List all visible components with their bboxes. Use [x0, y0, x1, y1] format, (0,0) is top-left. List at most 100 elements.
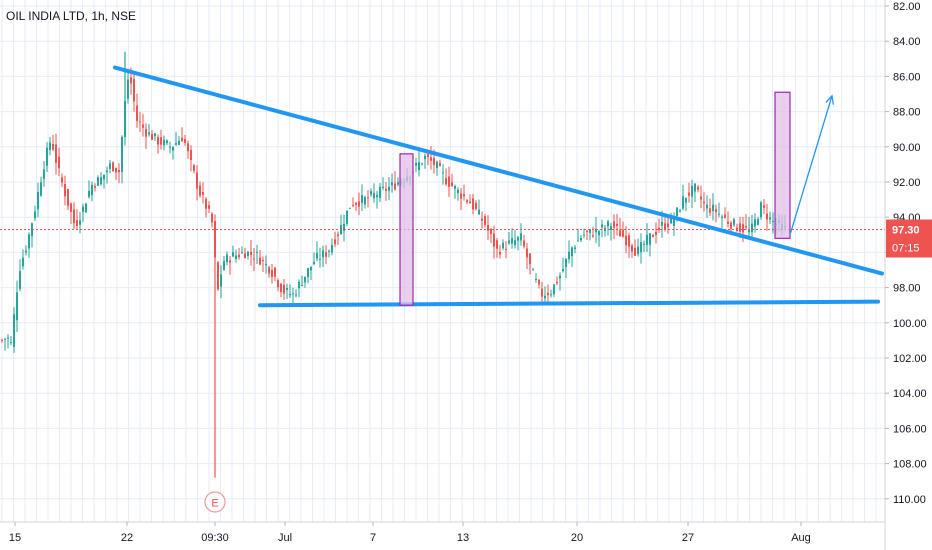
candle-body-up: [454, 186, 456, 189]
candle-body-down: [745, 226, 747, 228]
earnings-marker[interactable]: E: [204, 491, 226, 513]
candle-body-down: [730, 222, 732, 229]
candle-body-up: [424, 155, 426, 160]
candle-body-down: [238, 254, 240, 258]
candle-body-down: [55, 144, 57, 163]
candle-body-down: [142, 124, 144, 128]
candle-body-up: [661, 221, 663, 226]
candle-body-up: [91, 184, 93, 196]
earnings-letter: E: [211, 498, 218, 510]
price-tick-label: 98.00: [893, 283, 921, 295]
candle-body-down: [325, 252, 327, 257]
candle-body-up: [364, 197, 366, 205]
candle-body-down: [76, 220, 78, 226]
candle-body-up: [562, 268, 564, 272]
candle-body-up: [109, 163, 111, 169]
candle-body-down: [337, 234, 339, 237]
candle-body-up: [346, 210, 348, 224]
candle-body-up: [598, 231, 600, 236]
candle-body-up: [754, 219, 756, 227]
candle-body-up: [532, 269, 534, 271]
candle-body-up: [163, 139, 165, 146]
time-axis[interactable]: 15 22 09:30 Jul 7 13 20 27 Aug: [9, 522, 811, 544]
candle-body-up: [10, 342, 12, 344]
time-tick-label: Aug: [791, 532, 811, 544]
candle-body-up: [415, 162, 417, 166]
price-tick-label: 90.00: [893, 142, 921, 154]
candle-body-up: [649, 233, 651, 245]
candle-body-down: [664, 223, 666, 229]
candle-body-up: [442, 172, 444, 174]
candle-body-down: [253, 258, 255, 260]
candle-body-up: [40, 182, 42, 196]
candle-body-down: [259, 257, 261, 265]
candle-body-up: [226, 254, 228, 263]
candle-body-up: [382, 186, 384, 188]
candle-body-down: [61, 177, 63, 183]
candle-body-down: [181, 137, 183, 142]
candle-body-up: [676, 207, 678, 217]
trendline[interactable]: [113, 65, 884, 276]
candle-body-up: [328, 250, 330, 252]
candle-body-up: [16, 292, 18, 321]
candle-body-down: [493, 233, 495, 247]
candle-body-up: [517, 237, 519, 241]
candle-body-down: [262, 260, 264, 262]
candle-body-down: [118, 169, 120, 173]
time-tick-label: 13: [457, 532, 469, 544]
arrow-line[interactable]: [789, 95, 833, 235]
trendline[interactable]: [258, 299, 880, 308]
price-axis[interactable]: 110.00 108.00 106.00 104.00 102.00 100.00 98.0…: [885, 1, 932, 506]
candle-body-up: [733, 219, 735, 225]
candle-body-up: [82, 206, 84, 212]
candle-body-up: [265, 263, 267, 266]
candle-body-up: [106, 170, 108, 173]
candle-body-up: [550, 294, 552, 296]
rectangle-drawing[interactable]: [399, 153, 414, 306]
price-tick-label: 92.00: [893, 177, 921, 189]
candle-body-up: [241, 252, 243, 254]
price-tick-label: 88.00: [893, 107, 921, 119]
candle-body-up: [304, 276, 306, 283]
candle-body-up: [235, 255, 237, 259]
candle-body-up: [436, 161, 438, 169]
candle-body-up: [589, 229, 591, 233]
candle-body-down: [52, 144, 54, 150]
candle-body-up: [514, 240, 516, 246]
candle-body-down: [724, 214, 726, 218]
rectangle-drawing[interactable]: [774, 91, 791, 239]
candle-body-up: [457, 189, 459, 194]
candle-body-down: [439, 162, 441, 166]
candle-body-up: [127, 79, 129, 99]
arrow-head[interactable]: [825, 94, 835, 105]
candle-body-up: [13, 314, 15, 347]
candle-body-down: [556, 281, 558, 284]
candle-body-up: [19, 271, 21, 289]
candle-body-up: [769, 217, 771, 220]
candle-body-up: [748, 228, 750, 233]
candle-body-up: [319, 258, 321, 260]
candle-body-down: [496, 240, 498, 249]
candle-body-up: [565, 258, 567, 268]
candle-body-down: [160, 137, 162, 145]
candle-body-up: [544, 295, 546, 299]
candle-body-up: [574, 247, 576, 250]
price-tick-label: 104.00: [893, 388, 927, 400]
candle-body-down: [268, 267, 270, 274]
candle-body-up: [640, 242, 642, 253]
candle-body-down: [625, 235, 627, 246]
candle-body-down: [766, 213, 768, 220]
price-tick-label: 108.00: [893, 459, 927, 471]
drawings-layer[interactable]: E: [113, 65, 884, 513]
candles-layer: [0, 51, 885, 478]
candle-body-up: [301, 284, 303, 286]
candle-body-down: [199, 185, 201, 196]
candle-body-up: [169, 146, 171, 148]
candle-body-down: [616, 223, 618, 227]
candle-body-up: [46, 147, 48, 166]
candle-body-down: [700, 196, 702, 200]
candle-body-up: [478, 209, 480, 215]
candle-body-down: [448, 176, 450, 188]
